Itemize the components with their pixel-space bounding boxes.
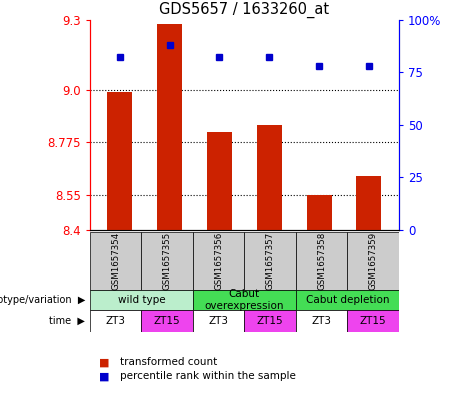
Text: transformed count: transformed count [120, 358, 217, 367]
Text: ZT3: ZT3 [208, 316, 229, 326]
Text: GSM1657359: GSM1657359 [368, 232, 378, 290]
Text: time  ▶: time ▶ [49, 316, 85, 326]
Text: GSM1657356: GSM1657356 [214, 232, 223, 290]
Text: GSM1657358: GSM1657358 [317, 232, 326, 290]
Bar [90, 232, 142, 290]
Bar [244, 232, 296, 290]
Text: ZT15: ZT15 [154, 316, 180, 326]
Bar [157, 24, 182, 230]
Bar [347, 310, 399, 332]
Text: ZT3: ZT3 [106, 316, 126, 326]
Text: genotype/variation  ▶: genotype/variation ▶ [0, 295, 85, 305]
Bar [142, 232, 193, 290]
Text: ■: ■ [99, 371, 110, 381]
Bar [347, 232, 399, 290]
Bar [244, 310, 296, 332]
Text: wild type: wild type [118, 295, 165, 305]
Bar [296, 310, 347, 332]
Text: GSM1657355: GSM1657355 [163, 232, 171, 290]
Text: percentile rank within the sample: percentile rank within the sample [120, 371, 296, 381]
Text: ZT15: ZT15 [257, 316, 284, 326]
Text: Cabut depletion: Cabut depletion [306, 295, 389, 305]
Bar [296, 232, 347, 290]
Text: GSM1657354: GSM1657354 [111, 232, 120, 290]
Bar [207, 132, 232, 230]
Text: ZT15: ZT15 [360, 316, 386, 326]
Text: Cabut
overexpression: Cabut overexpression [205, 289, 284, 311]
Text: ■: ■ [99, 358, 110, 367]
Bar [142, 310, 193, 332]
Bar [257, 125, 282, 230]
Title: GDS5657 / 1633260_at: GDS5657 / 1633260_at [159, 2, 330, 18]
Text: GSM1657357: GSM1657357 [266, 232, 275, 290]
Bar [296, 290, 399, 310]
Bar [356, 176, 381, 230]
Text: ZT3: ZT3 [312, 316, 331, 326]
Bar [107, 92, 132, 230]
Bar [193, 290, 296, 310]
Bar [307, 195, 331, 230]
Bar [90, 290, 193, 310]
Bar [90, 310, 142, 332]
Bar [193, 310, 244, 332]
Bar [193, 232, 244, 290]
